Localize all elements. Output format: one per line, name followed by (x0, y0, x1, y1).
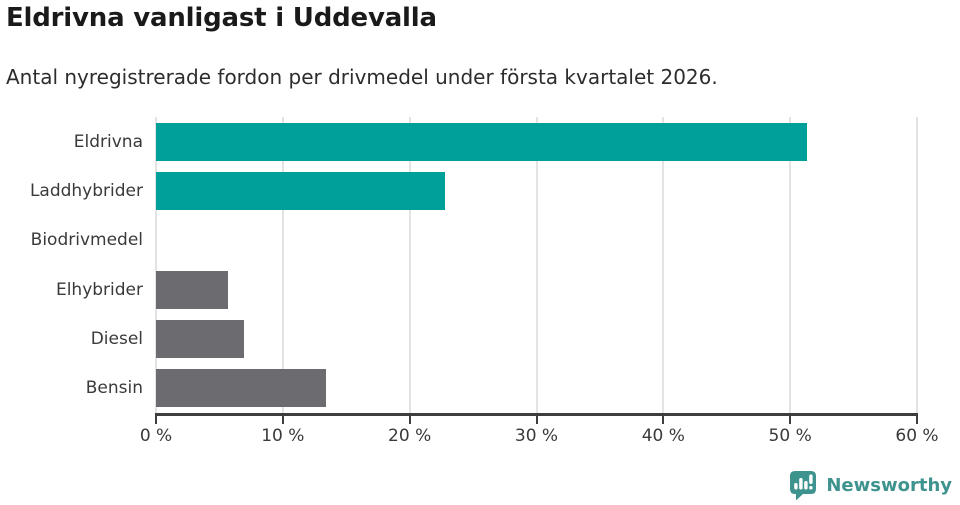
plot-area: 0 % 10 % 20 % 30 % 40 % 50 % 60 % (140, 117, 939, 446)
brand-name: Newsworthy (826, 474, 952, 496)
gridline (281, 117, 284, 413)
category-label: Bensin (85, 378, 143, 399)
x-axis-tick (662, 413, 665, 424)
category-label: Diesel (90, 328, 143, 349)
newsworthy-logo-icon (790, 471, 817, 500)
x-axis-tick (916, 413, 918, 424)
category-label: Laddhybrider (29, 180, 143, 201)
gridline (662, 117, 665, 413)
bar-row (156, 314, 917, 363)
x-axis-tick (789, 413, 792, 424)
bar-row (156, 364, 917, 413)
gridline (916, 117, 918, 413)
bar-laddhybrider (156, 171, 446, 210)
category-label: Elhybrider (55, 279, 143, 300)
gridline (155, 117, 157, 413)
x-axis-tick-label: 30 % (514, 426, 559, 446)
bar-bensin (156, 369, 326, 408)
bar-eldrivna (156, 122, 807, 161)
chart-subtitle: Antal nyregistrerade fordon per drivmede… (6, 65, 718, 89)
chart-title: Eldrivna vanligast i Uddevalla (6, 3, 437, 33)
bar-diesel (156, 319, 244, 358)
brand-logo: Newsworthy (788, 470, 952, 500)
gridline (408, 117, 411, 413)
x-axis-tick-label: 0 % (139, 426, 173, 446)
category-axis: Eldrivna Laddhybrider Biodrivmedel Elhybrid… (0, 117, 143, 413)
bar-row (156, 117, 917, 166)
gridline (535, 117, 538, 413)
bar-elhybrider (156, 270, 229, 309)
x-axis-tick (535, 413, 538, 424)
bar-row (156, 166, 917, 215)
category-label: Biodrivmedel (30, 230, 143, 251)
category-label: Eldrivna (73, 131, 143, 152)
gridline (789, 117, 792, 413)
bar-row (156, 265, 917, 314)
x-axis-tick (155, 413, 157, 424)
x-axis-tick-label: 20 % (388, 426, 432, 446)
x-axis-tick-label: 60 % (895, 426, 939, 446)
x-axis-tick-label: 40 % (641, 426, 685, 446)
x-axis-tick-label: 50 % (768, 426, 812, 446)
x-axis-tick (408, 413, 411, 424)
bar-row (156, 216, 917, 265)
x-axis-tick-label: 10 % (261, 426, 305, 446)
x-axis-tick (281, 413, 284, 424)
bar-series (156, 117, 917, 413)
